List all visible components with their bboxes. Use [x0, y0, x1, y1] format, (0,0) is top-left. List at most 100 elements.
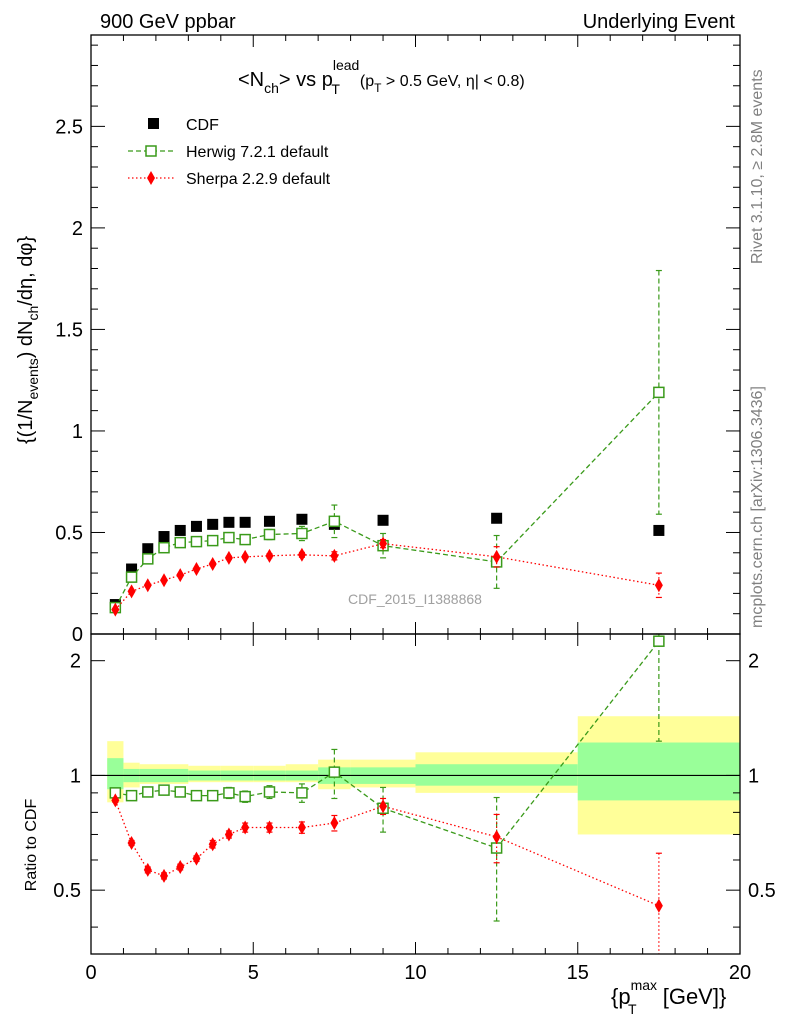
ratio-point-1-10 — [297, 820, 306, 835]
main-y-tick-label-2: 2 — [72, 218, 83, 240]
ratio-y-tick-label-left-1: 1 — [70, 765, 81, 787]
ratio-point-1-4 — [176, 860, 185, 875]
main-point-2-7 — [224, 550, 233, 565]
ratio-point-1-3 — [160, 868, 169, 883]
main-point-0-10 — [296, 513, 308, 525]
header-left-label: 900 GeV ppbar — [100, 11, 236, 33]
ratio-point-1-11 — [330, 816, 339, 831]
ratio-series-1 — [111, 793, 663, 954]
ratio-point-1-5 — [192, 851, 201, 866]
legend-label-herwig: Herwig 7.2.1 default — [186, 144, 329, 161]
main-point-0-14 — [653, 524, 665, 536]
main-point-2-5 — [192, 562, 201, 577]
ratio-y-tick-label-left-0.5: 0.5 — [53, 880, 81, 902]
main-point-0-5 — [190, 520, 202, 532]
main-point-0-1 — [126, 563, 138, 575]
ratio-point-1-12 — [379, 799, 388, 814]
main-point-2-1 — [127, 584, 136, 599]
main-point-2-14 — [654, 578, 663, 593]
main-point-2-13 — [492, 549, 501, 564]
main-point-1-11 — [328, 515, 341, 528]
legend-label-cdf: CDF — [186, 117, 219, 134]
main-point-2-8 — [241, 549, 250, 564]
ratio-y-tick-label-right-1: 1 — [748, 765, 759, 787]
ratio-point-0-5 — [190, 789, 203, 802]
ratio-point-1-7 — [224, 827, 233, 842]
ratio-point-0-14 — [653, 635, 665, 647]
plot-title: <Nch> vs plead T (pT > 0.5 GeV, η| < 0.8) — [238, 57, 525, 97]
ratio-point-1-1 — [127, 835, 136, 850]
main-point-2-2 — [143, 578, 152, 593]
main-series-1 — [109, 269, 665, 614]
main-y-tick-label-2.5: 2.5 — [55, 116, 83, 138]
main-point-1-3 — [158, 541, 170, 554]
main-y-tick-label-0.5: 0.5 — [55, 522, 83, 544]
ratio-point-1-0 — [111, 793, 120, 808]
main-point-0-9 — [263, 515, 275, 527]
main-point-0-4 — [174, 524, 186, 536]
ratio-point-0-4 — [174, 786, 186, 798]
main-point-1-7 — [223, 531, 235, 544]
header-right-label: Underlying Event — [583, 11, 736, 33]
main-point-0-2 — [142, 543, 154, 555]
band-inner-10 — [577, 742, 740, 801]
ratio-y-axis-label: Ratio to CDF — [23, 799, 40, 892]
main-point-1-14 — [653, 386, 665, 399]
legend-marker-herwig — [145, 145, 157, 157]
main-point-2-0 — [111, 602, 120, 617]
main-point-0-7 — [223, 516, 235, 528]
main-point-1-1 — [125, 571, 138, 583]
x-tick-label-10: 10 — [404, 962, 426, 984]
legend: CDF Herwig 7.2.1 default Sherpa 2.2.9 de… — [128, 117, 331, 188]
main-point-2-12 — [379, 536, 388, 551]
main-point-2-9 — [265, 548, 274, 563]
x-tick-label-5: 5 — [248, 962, 259, 984]
ratio-point-0-7 — [223, 787, 235, 799]
main-point-1-8 — [239, 533, 251, 546]
main-point-2-3 — [160, 573, 169, 588]
main-point-0-12 — [377, 514, 389, 526]
main-point-0-3 — [158, 531, 170, 543]
main-point-0-6 — [207, 518, 219, 530]
ratio-y-tick-label-right-0.5: 0.5 — [748, 880, 776, 902]
ratio-line-0 — [115, 640, 660, 849]
x-tick-label-0: 0 — [85, 962, 96, 984]
rivet-label: Rivet 3.1.10, ≥ 2.8M events — [749, 69, 766, 264]
main-y-tick-label-1.5: 1.5 — [55, 319, 83, 341]
ratio-point-1-8 — [241, 820, 250, 835]
mcplots-label: mcplots.cern.ch [arXiv:1306.3436] — [749, 386, 766, 628]
main-point-1-5 — [190, 535, 203, 548]
ratio-y-tick-label-left-2: 2 — [70, 651, 81, 673]
legend-marker-sherpa — [147, 171, 155, 185]
main-point-0-13 — [491, 512, 503, 524]
main-y-tick-label-0: 0 — [72, 624, 83, 646]
x-tick-label-20: 20 — [729, 962, 751, 984]
ratio-point-1-6 — [208, 837, 217, 852]
main-point-2-6 — [208, 556, 217, 571]
x-axis-label: {pmax T [GeV]} — [611, 977, 726, 1017]
analysis-watermark: CDF_2015_I1388868 — [348, 591, 482, 607]
ratio-point-0-6 — [206, 789, 219, 802]
main-point-2-10 — [297, 547, 306, 562]
ratio-line-1 — [114, 800, 660, 907]
ratio-point-1-9 — [265, 820, 274, 835]
ratio-point-1-2 — [143, 862, 152, 877]
main-point-0-8 — [239, 516, 251, 528]
main-point-1-6 — [206, 534, 219, 547]
ratio-point-0-3 — [158, 784, 170, 796]
ratio-point-0-11 — [328, 766, 341, 778]
ratio-point-0-2 — [142, 786, 154, 798]
ratio-point-0-10 — [296, 787, 308, 799]
main-point-1-4 — [174, 536, 186, 549]
main-line-1 — [114, 391, 660, 608]
main-series-0 — [109, 512, 665, 611]
band-inner-0 — [107, 758, 124, 790]
main-point-1-2 — [142, 553, 154, 565]
ratio-point-0-9 — [263, 786, 276, 798]
main-point-1-10 — [296, 527, 308, 540]
main-y-tick-label-1: 1 — [72, 421, 83, 443]
ratio-point-0-8 — [239, 790, 251, 803]
main-point-2-11 — [330, 548, 339, 563]
main-y-axis-label: {(1/Nevents) dNch/dη, dφ} — [15, 236, 41, 444]
